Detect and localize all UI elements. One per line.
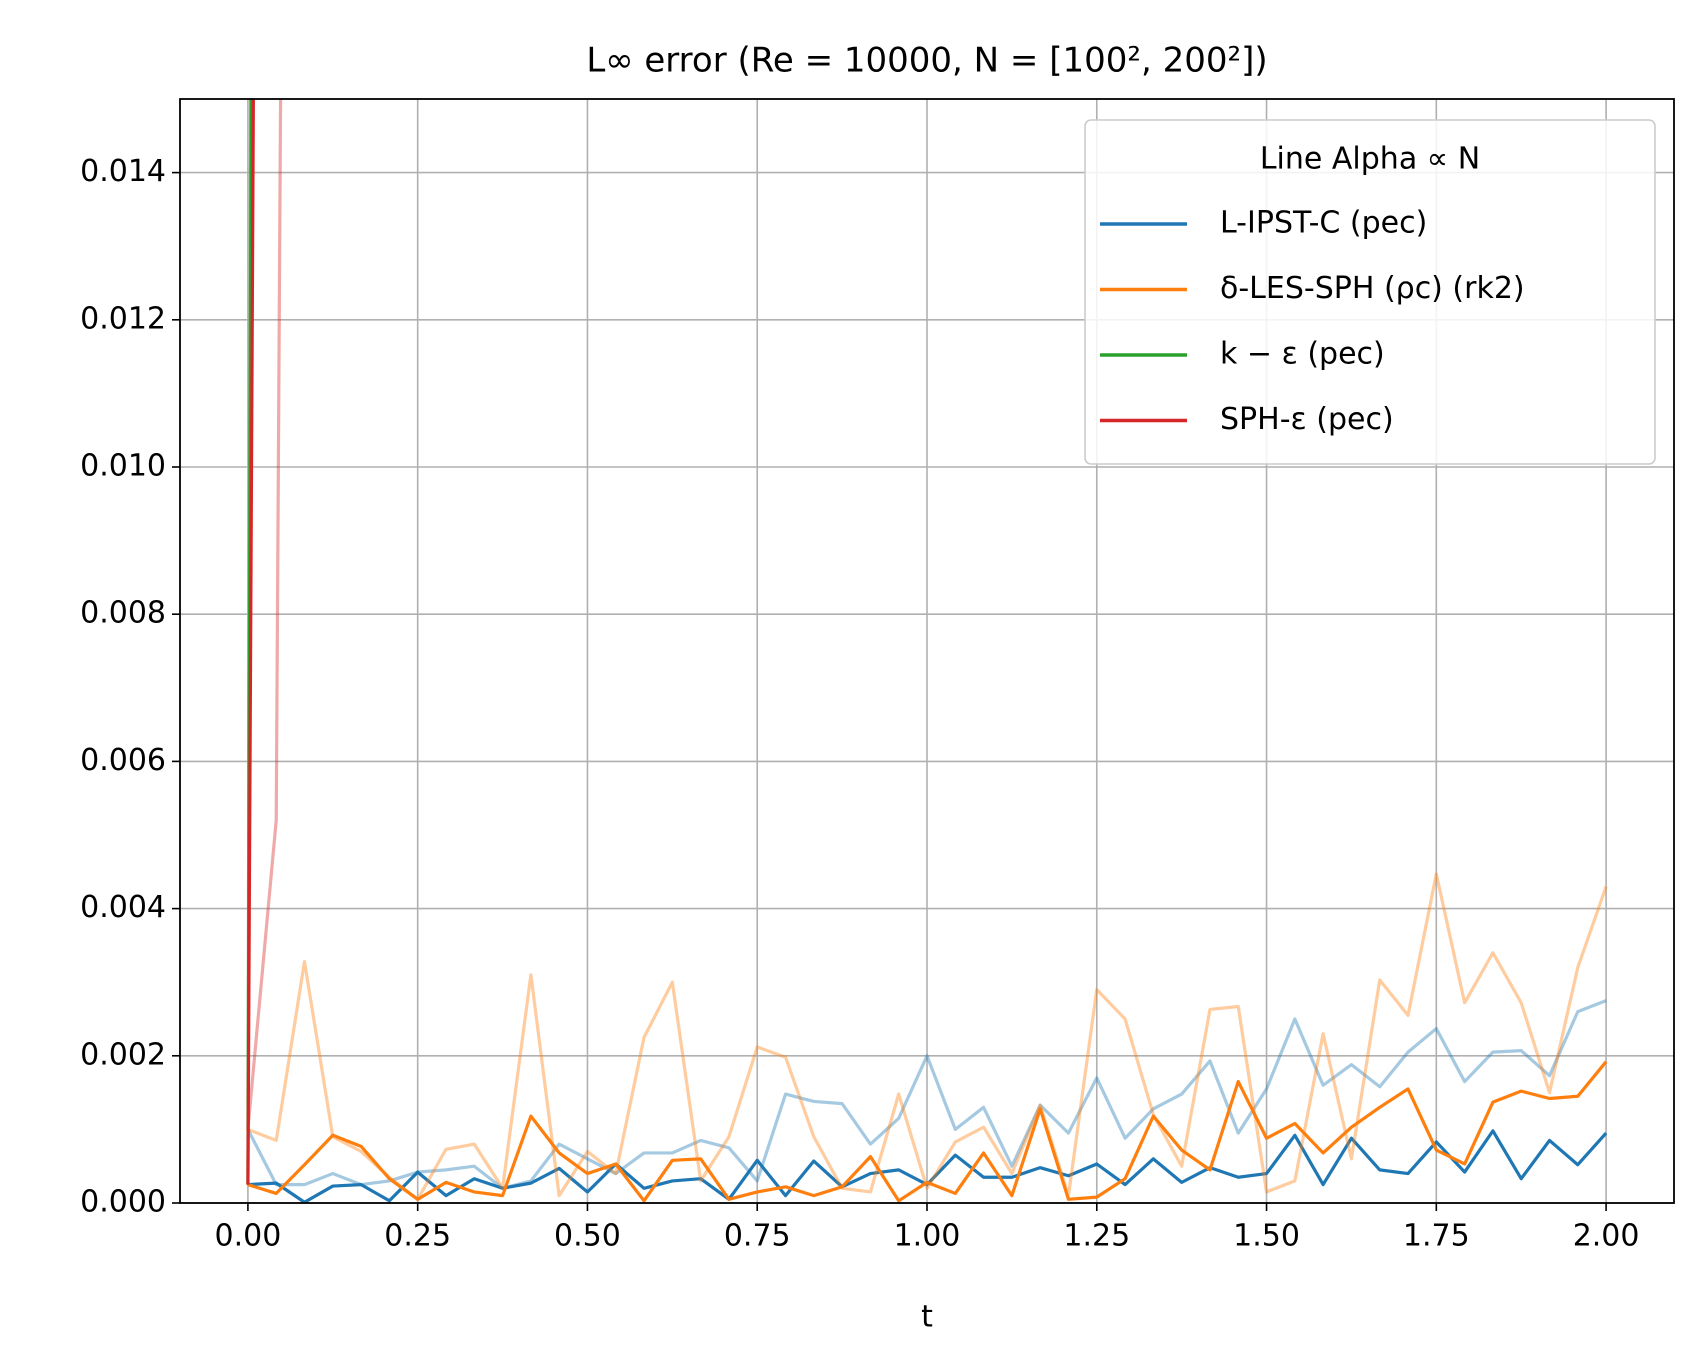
- series-line: [247, 1060, 1608, 1203]
- x-tick-label: 0.25: [384, 1219, 451, 1254]
- x-tick-label: 2.00: [1573, 1219, 1640, 1254]
- y-tick-label: 0.014: [80, 154, 166, 189]
- legend-label: SPH-ε (pec): [1220, 402, 1394, 437]
- x-axis-label: t: [921, 1300, 933, 1335]
- series-line: [247, 1129, 1608, 1203]
- y-tick-label: 0.002: [80, 1037, 166, 1072]
- legend-label: L-IPST-C (pec): [1220, 206, 1427, 241]
- y-tick-label: 0.000: [80, 1185, 166, 1220]
- y-tick-label: 0.004: [80, 890, 166, 925]
- x-tick-label: 0.75: [724, 1219, 791, 1254]
- series-line: [246, 99, 283, 1130]
- series-line: [247, 872, 1608, 1201]
- x-tick-label: 1.00: [894, 1219, 961, 1254]
- y-tick-label: 0.006: [80, 743, 166, 778]
- legend: Line Alpha ∝ N L-IPST-C (pec) δ-LES-SPH (ρ…: [1084, 119, 1656, 465]
- plot-frame: [179, 98, 1675, 1204]
- x-tick-label: 0.50: [554, 1219, 621, 1254]
- x-tick-label: 1.75: [1403, 1219, 1470, 1254]
- series-line: [246, 999, 1607, 1190]
- plot-lines: [246, 99, 1608, 1203]
- legend-box: [1084, 119, 1656, 465]
- x-tick-label: 0.00: [215, 1219, 282, 1254]
- x-tick-label: 1.25: [1063, 1219, 1130, 1254]
- legend-label: k − ε (pec): [1220, 337, 1385, 372]
- x-tick-label: 1.50: [1233, 1219, 1300, 1254]
- y-tick-label: 0.010: [80, 449, 166, 484]
- legend-label: δ-LES-SPH (ρc) (rk2): [1220, 271, 1525, 306]
- series-line: [246, 99, 255, 1185]
- y-tick-label: 0.012: [80, 301, 166, 336]
- y-tick-label: 0.008: [80, 596, 166, 631]
- chart-title: L∞ error (Re = 10000, N = [100², 200²]): [586, 41, 1267, 81]
- legend-title: Line Alpha ∝ N: [1260, 142, 1480, 177]
